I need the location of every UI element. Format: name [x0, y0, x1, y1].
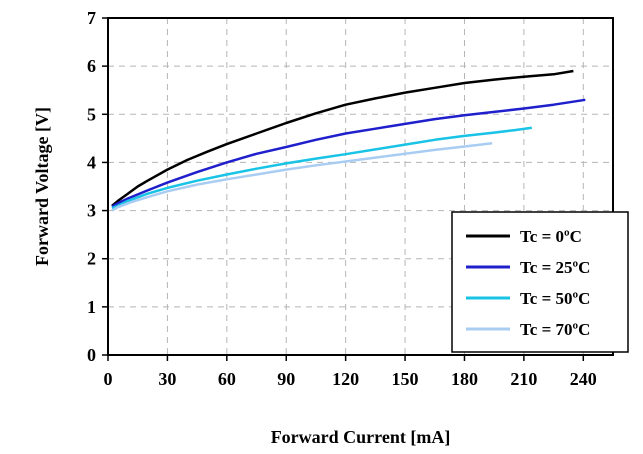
- x-tick-label: 30: [158, 369, 176, 389]
- y-tick-label: 5: [87, 104, 96, 124]
- legend: Tc = 0ºC Tc = 25ºC Tc = 50ºC Tc = 70ºC: [451, 211, 629, 353]
- x-tick-label: 180: [451, 369, 478, 389]
- x-tick-label: 240: [570, 369, 597, 389]
- legend-label: Tc = 0ºC: [520, 227, 582, 246]
- series-line: [111, 141, 493, 212]
- series-line: [111, 98, 586, 208]
- legend-label: Tc = 70ºC: [520, 320, 590, 339]
- y-tick-label: 3: [87, 201, 96, 221]
- axis-ticks: 0 30 60 90 120 150 180 210 240 0 1 2 3 4 5 6 7: [87, 8, 597, 389]
- legend-label: Tc = 25ºC: [520, 258, 590, 277]
- series-line: [111, 126, 532, 210]
- x-tick-label: 120: [332, 369, 359, 389]
- y-tick-label: 6: [87, 56, 96, 76]
- x-tick-label: 0: [104, 369, 113, 389]
- y-axis-title: Forward Voltage [V]: [32, 107, 52, 266]
- y-tick-label: 4: [87, 152, 96, 172]
- y-tick-label: 0: [87, 345, 96, 365]
- x-tick-label: 150: [392, 369, 419, 389]
- y-tick-label: 7: [87, 8, 96, 28]
- y-tick-label: 2: [87, 249, 96, 269]
- y-tick-label: 1: [87, 297, 96, 317]
- series-line: [111, 69, 574, 207]
- x-axis-title: Forward Current [mA]: [271, 427, 451, 447]
- series-lines: [111, 69, 586, 212]
- x-tick-label: 60: [218, 369, 236, 389]
- x-tick-label: 210: [510, 369, 537, 389]
- x-tick-label: 90: [277, 369, 295, 389]
- legend-label: Tc = 50ºC: [520, 289, 590, 308]
- plot-frame: [107, 17, 614, 356]
